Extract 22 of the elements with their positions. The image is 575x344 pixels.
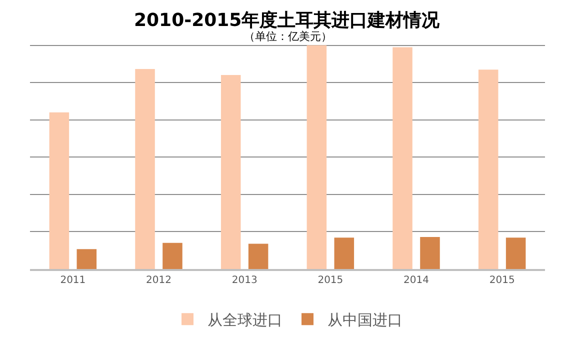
bar xyxy=(248,244,268,269)
bar xyxy=(478,70,498,269)
bar xyxy=(506,238,526,269)
x-tick-label: 2014 xyxy=(404,275,429,286)
bar xyxy=(76,249,97,269)
chart-title: 2010-2015年度土耳其进口建材情况 xyxy=(134,10,441,31)
bar xyxy=(162,242,182,269)
x-tick-label: 2012 xyxy=(146,275,172,286)
bar xyxy=(306,45,327,269)
x-tick-label: 2015 xyxy=(489,275,515,286)
x-tick-label: 2015 xyxy=(318,275,344,286)
chart-subtitle: （单位：亿美元） xyxy=(244,30,332,43)
x-tick-label: 2013 xyxy=(232,275,258,286)
bar xyxy=(392,47,412,269)
bar xyxy=(220,75,241,269)
legend-label: 从中国进口 xyxy=(328,311,402,330)
legend-label: 从全球进口 xyxy=(208,311,282,330)
bar xyxy=(334,238,354,269)
bar xyxy=(420,237,440,269)
bar xyxy=(135,69,155,269)
bar xyxy=(49,112,70,269)
x-tick-label: 2011 xyxy=(60,275,86,286)
